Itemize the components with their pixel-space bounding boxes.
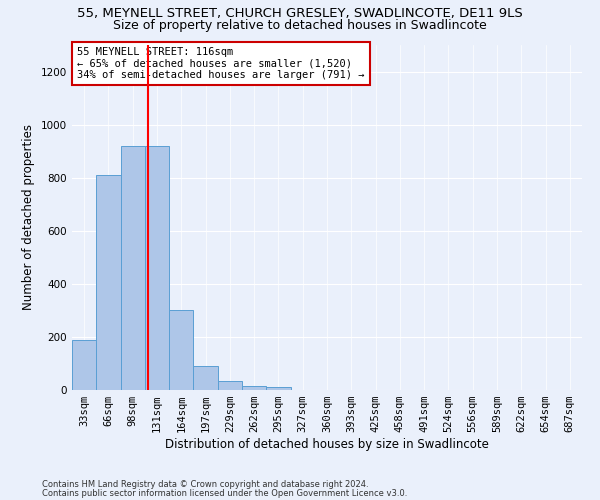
Text: Size of property relative to detached houses in Swadlincote: Size of property relative to detached ho… bbox=[113, 18, 487, 32]
Bar bbox=[96, 175, 121, 390]
Bar bbox=[193, 366, 218, 390]
Bar bbox=[169, 310, 193, 390]
Text: 55, MEYNELL STREET, CHURCH GRESLEY, SWADLINCOTE, DE11 9LS: 55, MEYNELL STREET, CHURCH GRESLEY, SWAD… bbox=[77, 8, 523, 20]
X-axis label: Distribution of detached houses by size in Swadlincote: Distribution of detached houses by size … bbox=[165, 438, 489, 451]
Bar bbox=[266, 388, 290, 390]
Bar bbox=[242, 386, 266, 390]
Text: Contains HM Land Registry data © Crown copyright and database right 2024.: Contains HM Land Registry data © Crown c… bbox=[42, 480, 368, 489]
Bar bbox=[145, 146, 169, 390]
Y-axis label: Number of detached properties: Number of detached properties bbox=[22, 124, 35, 310]
Bar bbox=[72, 340, 96, 390]
Bar bbox=[218, 380, 242, 390]
Text: 55 MEYNELL STREET: 116sqm
← 65% of detached houses are smaller (1,520)
34% of se: 55 MEYNELL STREET: 116sqm ← 65% of detac… bbox=[77, 46, 365, 80]
Text: Contains public sector information licensed under the Open Government Licence v3: Contains public sector information licen… bbox=[42, 488, 407, 498]
Bar bbox=[121, 146, 145, 390]
